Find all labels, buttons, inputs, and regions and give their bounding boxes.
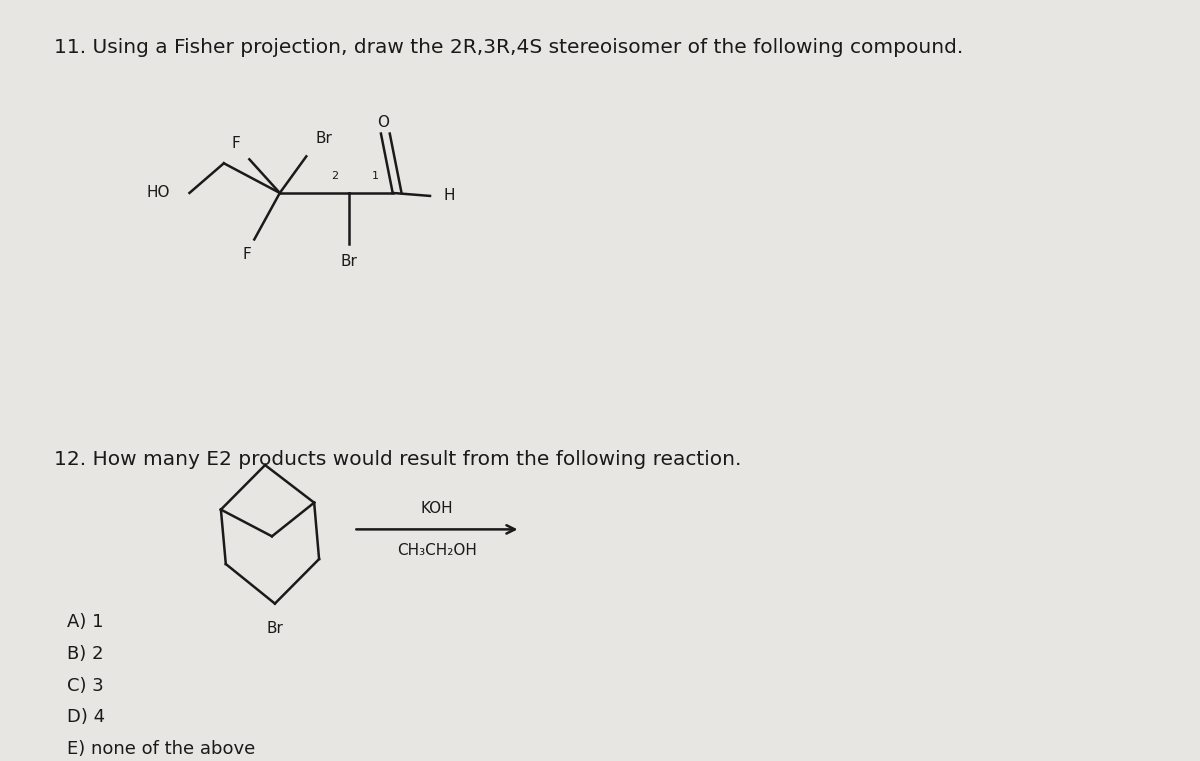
Text: Br: Br bbox=[340, 254, 356, 269]
Text: F: F bbox=[232, 136, 240, 151]
Text: 2: 2 bbox=[331, 171, 338, 181]
Text: H: H bbox=[444, 189, 455, 203]
Text: KOH: KOH bbox=[420, 501, 454, 515]
Text: O: O bbox=[377, 115, 389, 129]
Text: HO: HO bbox=[146, 186, 170, 200]
Text: CH₃CH₂OH: CH₃CH₂OH bbox=[397, 543, 476, 559]
Text: 12. How many E2 products would result from the following reaction.: 12. How many E2 products would result fr… bbox=[54, 451, 742, 470]
Text: Br: Br bbox=[316, 132, 332, 146]
Text: 1: 1 bbox=[372, 171, 379, 181]
Text: C) 3: C) 3 bbox=[67, 677, 103, 695]
Text: A) 1: A) 1 bbox=[67, 613, 103, 632]
Text: 11. Using a Fisher projection, draw the 2R,3R,4S stereoisomer of the following c: 11. Using a Fisher projection, draw the … bbox=[54, 37, 964, 56]
Text: Br: Br bbox=[266, 622, 283, 636]
Text: F: F bbox=[242, 247, 251, 263]
Text: E) none of the above: E) none of the above bbox=[67, 740, 256, 758]
Text: B) 2: B) 2 bbox=[67, 645, 103, 663]
Text: D) 4: D) 4 bbox=[67, 708, 104, 727]
